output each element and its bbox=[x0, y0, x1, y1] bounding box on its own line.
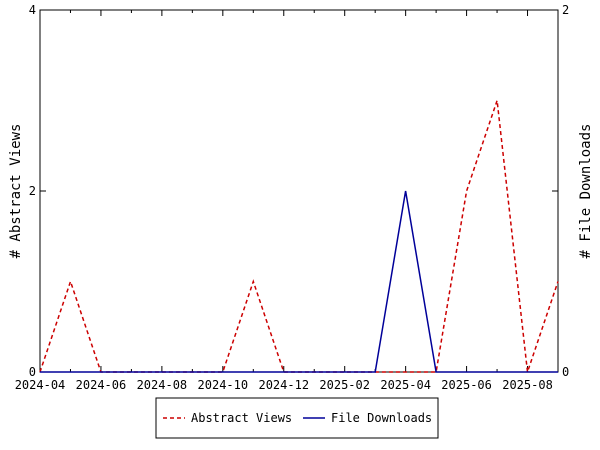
series-lines bbox=[39, 100, 559, 373]
y-tick-label: 2 bbox=[29, 184, 36, 198]
legend-box bbox=[155, 397, 439, 439]
legend-label-file-downloads: File Downloads bbox=[331, 411, 432, 425]
legend-label-abstract-views: Abstract Views bbox=[191, 411, 292, 425]
y2-axis-label: # File Downloads bbox=[578, 124, 594, 259]
x-tick-label: 2025-06 bbox=[441, 378, 492, 392]
y-tick-label: 4 bbox=[29, 3, 36, 17]
x-tick-label: 2024-12 bbox=[258, 378, 309, 392]
x-tick-label: 2024-08 bbox=[137, 378, 188, 392]
x-tick-label: 2024-06 bbox=[76, 378, 127, 392]
y-axis-label: # Abstract Views bbox=[8, 124, 24, 259]
x-tick-label: 2024-04 bbox=[15, 378, 66, 392]
y-tick-label: 0 bbox=[29, 365, 36, 379]
axis-ticks: 2024-04 2024-06 2024-08 2024-10 2024-12 2025-… bbox=[15, 3, 570, 392]
legend: Abstract Views File Downloads bbox=[155, 397, 439, 439]
series-line-file-downloads bbox=[40, 190, 558, 373]
y2-tick-label: 0 bbox=[562, 365, 569, 379]
x-tick-label: 2025-08 bbox=[502, 378, 553, 392]
x-tick-label: 2025-02 bbox=[319, 378, 370, 392]
x-tick-label: 2024-10 bbox=[198, 378, 249, 392]
y2-tick-label: 2 bbox=[562, 3, 569, 17]
x-tick-label: 2025-04 bbox=[380, 378, 431, 392]
plot-area bbox=[39, 9, 559, 373]
